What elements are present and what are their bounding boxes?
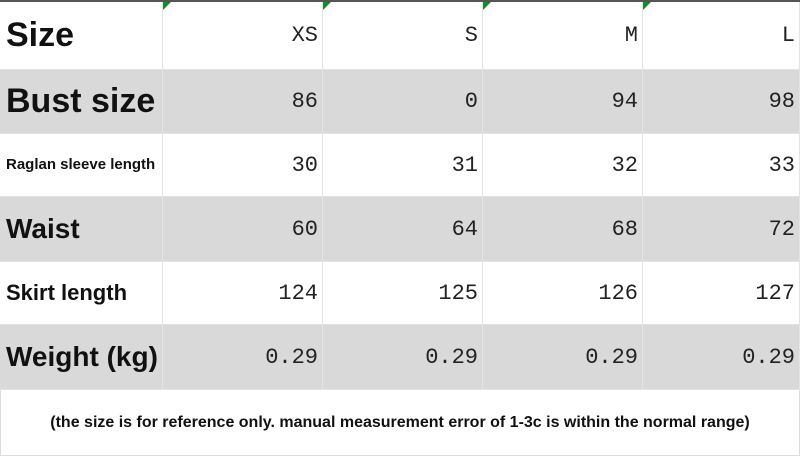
header-cell: Size [0, 2, 163, 70]
corner-mark [643, 2, 651, 10]
row-label: Bust size [0, 70, 163, 134]
value-cell: 126 [483, 262, 643, 325]
value-cell: 64 [323, 197, 483, 262]
value-cell: 125 [323, 262, 483, 325]
note: (the size is for reference only. manual … [0, 390, 800, 456]
value-cell: 0.29 [323, 325, 483, 390]
row-label: Waist [0, 197, 163, 262]
header-cell: S [323, 2, 483, 70]
value-cell: 68 [483, 197, 643, 262]
header-cell: L [643, 2, 800, 70]
corner-mark [323, 2, 331, 10]
value-cell: 86 [163, 70, 323, 134]
corner-mark [163, 2, 171, 10]
value-cell: 60 [163, 197, 323, 262]
value-cell: 98 [643, 70, 800, 134]
value-cell: 31 [323, 134, 483, 197]
value-cell: 0 [323, 70, 483, 134]
value-cell: 30 [163, 134, 323, 197]
row-label: Skirt length [0, 262, 163, 325]
value-cell: 72 [643, 197, 800, 262]
value-cell: 124 [163, 262, 323, 325]
value-cell: 0.29 [483, 325, 643, 390]
value-cell: 127 [643, 262, 800, 325]
value-cell: 0.29 [643, 325, 800, 390]
header-cell: M [483, 2, 643, 70]
header-cell: XS [163, 2, 323, 70]
row-label: Weight (kg) [0, 325, 163, 390]
value-cell: 94 [483, 70, 643, 134]
corner-mark [483, 2, 491, 10]
row-label: Raglan sleeve length [0, 134, 163, 197]
value-cell: 32 [483, 134, 643, 197]
value-cell: 33 [643, 134, 800, 197]
value-cell: 0.29 [163, 325, 323, 390]
